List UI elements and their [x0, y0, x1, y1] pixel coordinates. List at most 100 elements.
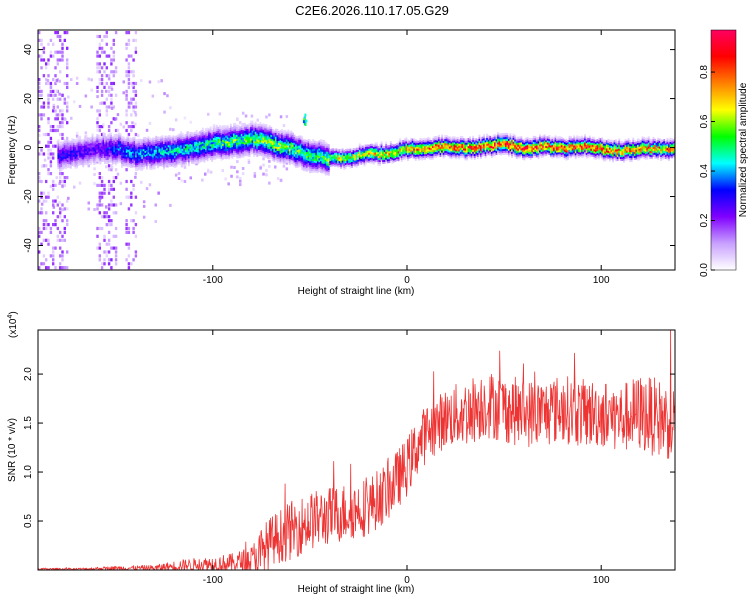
spectrogram-ridge-cell	[209, 132, 212, 135]
spectrogram-noise-cell	[73, 100, 76, 104]
spectrogram-ridge-cell	[259, 135, 262, 139]
spectrogram-ridge-cell	[173, 138, 176, 141]
spectrogram-ridge-cell	[323, 147, 325, 151]
spectrogram-ridge-cell	[304, 153, 307, 156]
spectrogram-ridge-cell	[335, 148, 338, 151]
spectrogram-ridge-cell	[219, 127, 221, 130]
spectrogram-ridge-cell	[278, 144, 280, 147]
spectrogram-ridge-cell	[270, 138, 273, 141]
spectrogram-ridge-cell	[184, 143, 187, 147]
spectrogram-ridge-cell	[254, 141, 257, 144]
spectrogram-ridge-cell	[427, 137, 430, 140]
spectrogram-ridge-cell	[312, 141, 315, 144]
spectrogram-ridge-cell	[408, 144, 411, 147]
spectrogram-ridge-cell	[181, 148, 184, 151]
spectrogram-ridge-cell	[62, 161, 64, 164]
spectrogram-ridge-cell	[309, 141, 311, 144]
spectrogram-ridge-cell	[407, 139, 409, 142]
spectrogram-ridge-cell	[108, 134, 111, 138]
spectrogram-ridge-cell	[270, 128, 273, 132]
spectrogram-ridge-cell	[369, 147, 372, 151]
spectrogram-ridge-cell	[163, 167, 165, 170]
spectrogram-ridge-cell	[361, 157, 364, 160]
spectrogram-ridge-cell	[304, 139, 307, 142]
spectrogram-ridge-cell	[288, 149, 291, 152]
spectrogram-ridge-cell	[455, 147, 458, 150]
spectrogram-ridge-cell	[453, 154, 456, 157]
spectrogram-ridge-cell	[175, 153, 178, 156]
spectrogram-ridge-cell	[163, 139, 165, 142]
spectrogram-ridge-cell	[424, 142, 426, 145]
spectrogram-ridge-cell	[177, 144, 179, 147]
spectrogram-ridge-cell	[239, 134, 242, 137]
spectrogram-ridge-cell	[233, 154, 235, 157]
spectrogram-ridge-cell	[500, 135, 503, 138]
spectrogram-ridge-cell	[309, 165, 311, 168]
spectrogram-ridge-cell	[136, 149, 139, 152]
spectrogram-ridge-cell	[243, 154, 246, 157]
spectrogram-ridge-cell	[363, 160, 366, 163]
spectrogram-ridge-cell	[83, 159, 86, 162]
spectrogram-ridge-cell	[170, 148, 173, 151]
spectrogram-ridge-cell	[243, 152, 246, 155]
spectrogram-ridge-cell	[65, 164, 68, 167]
spectrogram-ridge-cell	[257, 126, 260, 129]
spectrogram-ridge-cell	[304, 161, 307, 164]
spectrogram-ridge-cell	[127, 135, 130, 139]
spectrogram-ridge-cell	[71, 157, 74, 161]
spectrogram-ridge-cell	[284, 135, 287, 138]
spectrogram-noise-cell	[52, 179, 55, 184]
spectrogram-ridge-cell	[419, 147, 422, 151]
spectrogram-ridge-cell	[104, 144, 106, 147]
spectrogram-noise-cell	[110, 166, 114, 169]
spectrogram-ridge-cell	[86, 141, 89, 144]
spectrogram-ridge-cell	[225, 143, 228, 146]
spectrogram-ridge-cell	[407, 152, 409, 156]
spectrogram-ridge-cell	[253, 140, 256, 143]
spectrogram-ridge-cell	[265, 147, 268, 150]
spectrogram-ridge-cell	[525, 155, 527, 158]
spectrogram-noise-cell	[40, 93, 43, 97]
spectrogram-ridge-cell	[198, 150, 201, 154]
spectrogram-noise-cell	[49, 160, 53, 164]
spectrogram-ridge-cell	[469, 138, 471, 141]
spectrogram-ridge-cell	[186, 153, 189, 156]
spectrogram-noise-cell	[59, 211, 62, 215]
spectrogram-ridge-cell	[386, 147, 389, 150]
spectrogram-ridge-cell	[128, 147, 131, 150]
spectrogram-ridge-cell	[195, 137, 198, 141]
spectrogram-ridge-cell	[113, 159, 116, 162]
spectrogram-ridge-cell	[239, 128, 242, 131]
spectrogram-ridge-cell	[396, 156, 398, 159]
spectrogram-noise-cell	[96, 54, 99, 58]
spectrogram-ridge-cell	[236, 128, 238, 131]
spectrogram-ridge-cell	[413, 148, 416, 151]
spectrogram-ridge-cell	[292, 156, 294, 159]
spectrogram-ridge-cell	[240, 137, 243, 140]
spectrogram-noise-cell	[61, 109, 64, 113]
spectrogram-ridge-cell	[152, 143, 155, 146]
spectrogram-noise-cell	[54, 223, 57, 227]
spectrogram-ridge-cell	[489, 149, 492, 152]
spectrogram-ridge-cell	[99, 150, 102, 153]
spectrogram-ridge-cell	[197, 138, 200, 141]
spectrogram-noise-cell	[174, 118, 178, 122]
spectrogram-ridge-cell	[236, 138, 238, 141]
spectrogram-ridge-cell	[455, 149, 458, 152]
spectrogram-ridge-cell	[125, 162, 128, 165]
spectrogram-noise-cell	[49, 152, 53, 156]
spectrogram-ridge-cell	[91, 141, 94, 144]
spectrogram-ridge-cell	[352, 159, 355, 162]
spectrogram-ridge-cell	[484, 142, 487, 145]
spectrogram-ridge-cell	[156, 142, 159, 145]
spectrogram-ridge-cell	[203, 136, 206, 140]
spectrogram-ridge-cell	[93, 156, 96, 160]
spectrogram-ridge-cell	[144, 152, 147, 155]
spectrogram-ridge-cell	[141, 162, 144, 165]
spectrogram-ridge-cell	[379, 153, 381, 157]
spectrogram-ridge-cell	[68, 150, 71, 153]
spectrogram-ridge-cell	[152, 145, 155, 148]
spectrogram-ridge-cell	[386, 157, 389, 160]
spectrogram-ridge-cell	[363, 158, 366, 161]
spectrogram-ridge-cell	[274, 148, 277, 151]
